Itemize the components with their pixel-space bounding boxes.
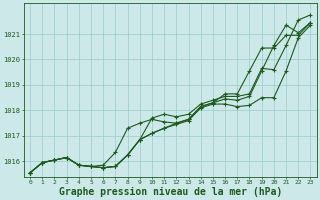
X-axis label: Graphe pression niveau de la mer (hPa): Graphe pression niveau de la mer (hPa) xyxy=(59,186,282,197)
